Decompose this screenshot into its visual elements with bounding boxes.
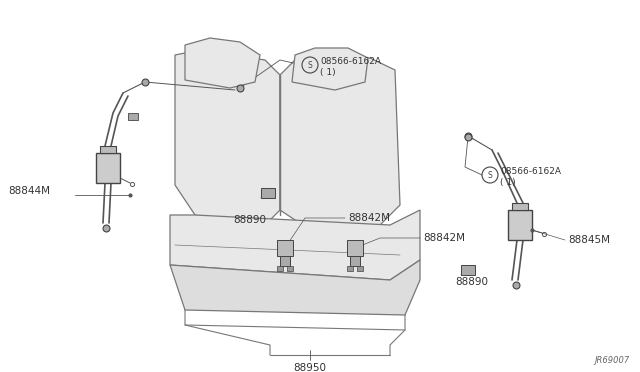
- Polygon shape: [280, 58, 400, 230]
- Text: 88845M: 88845M: [568, 235, 610, 245]
- Polygon shape: [170, 210, 420, 280]
- Text: 08566-6162A: 08566-6162A: [500, 167, 561, 176]
- Polygon shape: [277, 240, 293, 256]
- Text: 88890: 88890: [455, 277, 488, 287]
- Polygon shape: [357, 266, 363, 271]
- Polygon shape: [175, 50, 280, 230]
- Text: 88950: 88950: [294, 363, 326, 372]
- Text: 08566-6162A: 08566-6162A: [320, 57, 381, 65]
- Polygon shape: [170, 260, 420, 315]
- Polygon shape: [461, 265, 475, 275]
- Polygon shape: [280, 256, 290, 266]
- Polygon shape: [508, 210, 532, 240]
- Text: S: S: [488, 170, 492, 180]
- Polygon shape: [96, 153, 120, 183]
- Polygon shape: [512, 203, 528, 210]
- Polygon shape: [277, 266, 283, 271]
- Polygon shape: [128, 113, 138, 120]
- Text: 88842M: 88842M: [423, 233, 465, 243]
- Text: ( 1): ( 1): [500, 179, 516, 187]
- Polygon shape: [185, 38, 260, 88]
- Polygon shape: [292, 48, 368, 90]
- Polygon shape: [100, 146, 116, 153]
- Text: ( 1): ( 1): [320, 68, 335, 77]
- Text: 88844M: 88844M: [8, 186, 50, 196]
- Text: S: S: [308, 61, 312, 70]
- Polygon shape: [350, 256, 360, 266]
- Polygon shape: [261, 188, 275, 198]
- Polygon shape: [347, 240, 363, 256]
- Polygon shape: [287, 266, 293, 271]
- Text: JR69007: JR69007: [595, 356, 630, 365]
- Text: 88842M: 88842M: [348, 213, 390, 223]
- Polygon shape: [347, 266, 353, 271]
- Text: 88890: 88890: [234, 215, 266, 225]
